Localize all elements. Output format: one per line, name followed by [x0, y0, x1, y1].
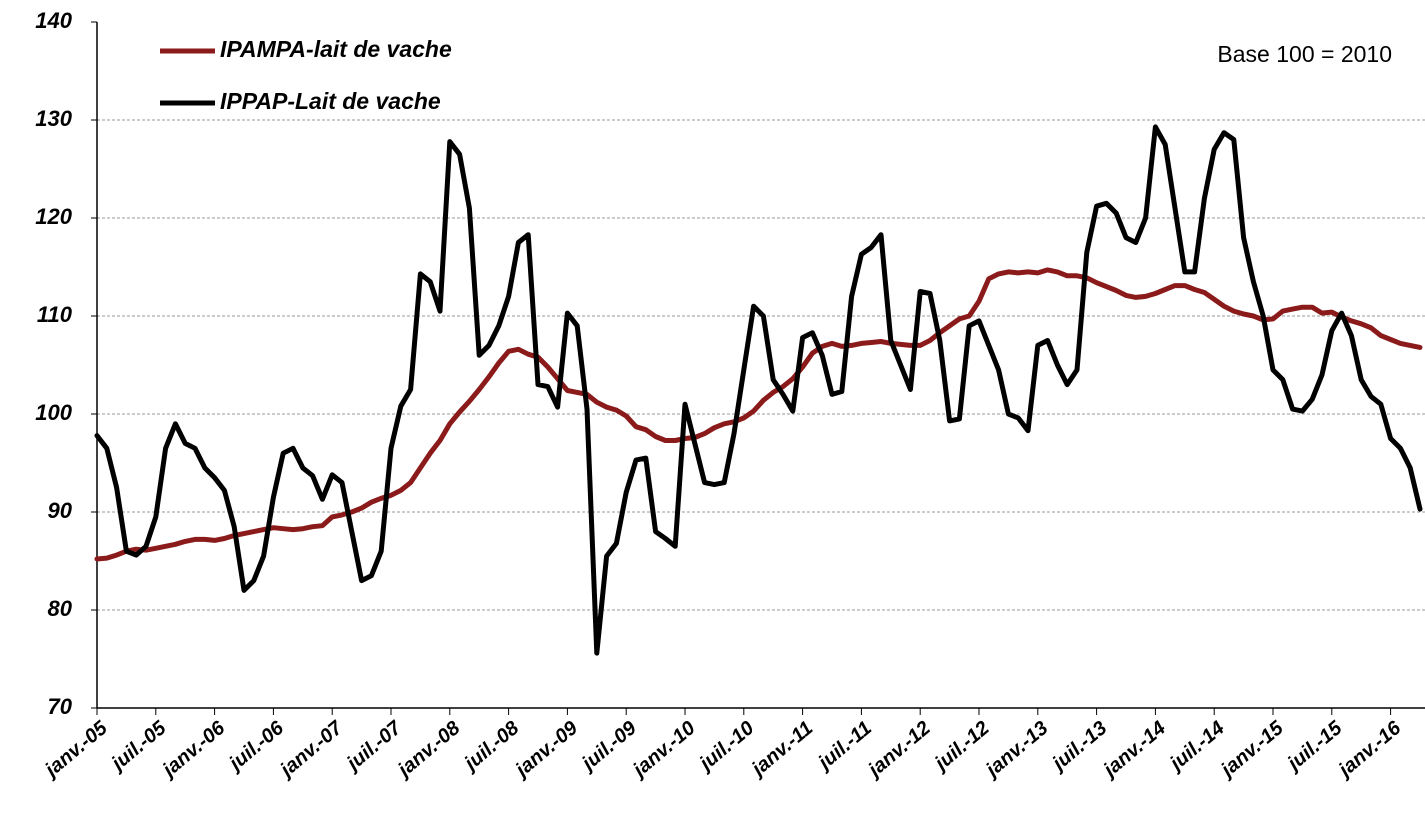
- y-tick-label: 120: [35, 204, 72, 229]
- x-tick-label: janv.-11: [746, 717, 818, 782]
- x-tick-label: janv.-10: [627, 717, 700, 783]
- legend-label: IPAMPA-lait de vache: [220, 36, 452, 62]
- x-tick-label: janv.-08: [392, 716, 465, 783]
- x-tick-label: janv.-06: [157, 716, 230, 783]
- y-tick-label: 90: [48, 498, 73, 523]
- x-tick-label: janv.-05: [39, 716, 112, 783]
- x-tick-label: janv.-13: [980, 717, 1053, 783]
- x-tick-label: janv.-16: [1333, 716, 1406, 783]
- y-tick-label: 140: [35, 8, 72, 33]
- y-tick-label: 70: [48, 694, 73, 719]
- x-tick-label: janv.-07: [274, 716, 347, 783]
- y-tick-label: 100: [35, 400, 72, 425]
- x-tick-label: janv.-14: [1097, 717, 1170, 783]
- y-tick-label: 80: [48, 596, 73, 621]
- legend-label: IPPAP-Lait de vache: [220, 88, 441, 114]
- series-line: [94, 267, 1423, 562]
- annotation: Base 100 = 2010: [1217, 41, 1392, 67]
- x-tick-label: juil.-10: [693, 717, 758, 777]
- x-tick-label: janv.-09: [509, 716, 582, 783]
- series-line: [94, 124, 1423, 656]
- y-tick-label: 130: [35, 106, 72, 131]
- y-tick-label: 110: [37, 302, 73, 327]
- x-tick-label: janv.-12: [862, 717, 935, 783]
- x-tick-label: janv.-15: [1215, 716, 1288, 783]
